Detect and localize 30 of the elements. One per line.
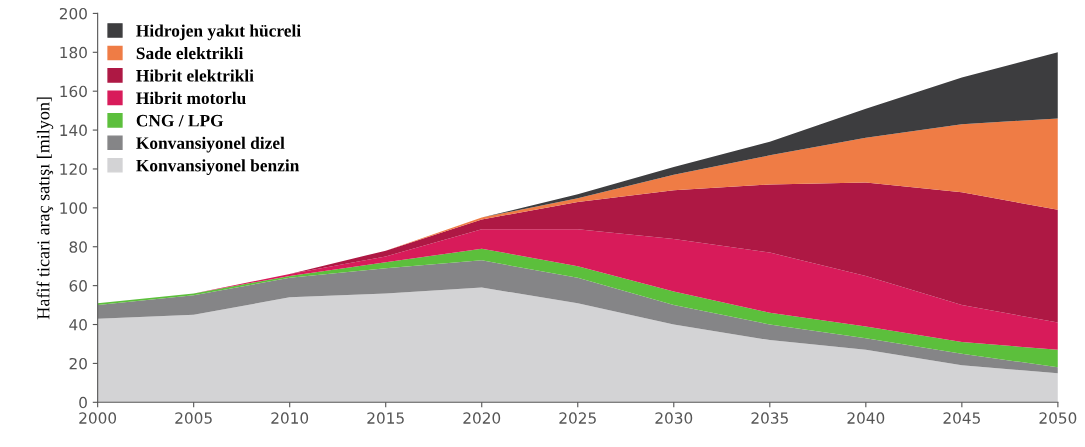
y-tick-label: 160 bbox=[60, 85, 87, 98]
x-tick-label: 2010 bbox=[271, 412, 309, 424]
y-axis-title: Hafif ticari araç satışı [milyon] bbox=[36, 97, 54, 320]
x-tick-label: 2025 bbox=[559, 412, 596, 424]
x-tick-label: 2045 bbox=[943, 412, 980, 424]
x-tick-label: 2015 bbox=[367, 412, 404, 424]
legend-label: Konvansiyonel dizel bbox=[136, 136, 285, 153]
x-tick-label: 2020 bbox=[463, 412, 501, 424]
x-tick-label: 2030 bbox=[655, 412, 693, 424]
legend-label: Konvansiyonel benzin bbox=[136, 159, 300, 176]
legend-label: CNG / LPG bbox=[136, 114, 224, 127]
legend-label: Hidrojen yakıt hücreli bbox=[136, 24, 301, 41]
y-tick-label: 20 bbox=[69, 357, 87, 370]
y-tick-label: 60 bbox=[69, 280, 87, 292]
legend-label: Hibrit motorlu bbox=[136, 91, 246, 105]
y-tick-label: 180 bbox=[60, 46, 87, 59]
y-tick-label: 100 bbox=[60, 202, 87, 214]
y-tick-label: 40 bbox=[69, 318, 87, 331]
y-tick-label: 200 bbox=[59, 7, 87, 20]
x-tick-label: 2035 bbox=[751, 412, 788, 424]
y-tick-label: 80 bbox=[69, 241, 87, 253]
y-tick-label: 120 bbox=[60, 163, 87, 175]
legend-label: Hibrit elektrikli bbox=[136, 69, 254, 82]
x-tick-label: 2000 bbox=[79, 412, 117, 424]
legend-label: Sade elektrikli bbox=[136, 46, 244, 60]
x-tick-label: 2040 bbox=[847, 412, 885, 424]
x-tick-label: 2050 bbox=[1039, 412, 1077, 424]
y-tick-label: 140 bbox=[60, 124, 87, 137]
x-tick-label: 2005 bbox=[175, 412, 212, 424]
y-tick-label: 0 bbox=[79, 396, 87, 409]
